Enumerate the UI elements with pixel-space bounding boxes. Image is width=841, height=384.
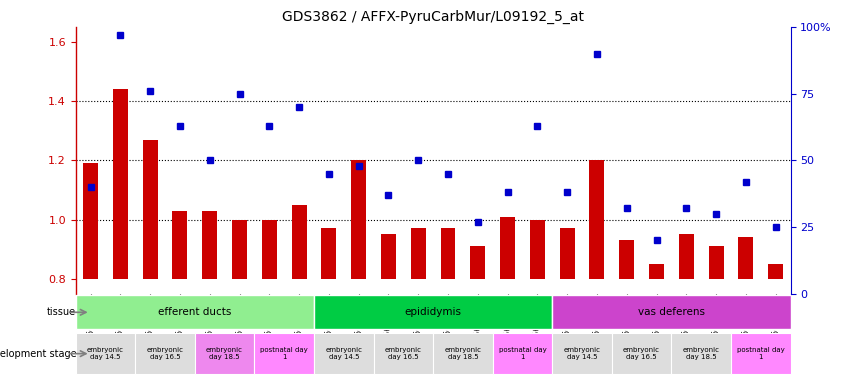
Bar [203, 211, 217, 279]
Bar [619, 240, 634, 279]
Text: vas deferens: vas deferens [637, 307, 705, 317]
Bar [530, 220, 545, 279]
Bar [649, 264, 664, 279]
Bar [113, 89, 128, 279]
Text: embryonic
day 16.5: embryonic day 16.5 [146, 347, 183, 360]
FancyBboxPatch shape [493, 333, 553, 374]
FancyBboxPatch shape [254, 333, 314, 374]
Title: GDS3862 / AFFX-PyruCarbMur/L09192_5_at: GDS3862 / AFFX-PyruCarbMur/L09192_5_at [282, 10, 584, 25]
Bar [470, 246, 485, 279]
Bar [560, 228, 574, 279]
Bar [143, 139, 157, 279]
FancyBboxPatch shape [195, 333, 254, 374]
Text: postnatal day
1: postnatal day 1 [499, 347, 547, 360]
Text: embryonic
day 18.5: embryonic day 18.5 [683, 347, 720, 360]
Text: efferent ducts: efferent ducts [158, 307, 231, 317]
Text: embryonic
day 18.5: embryonic day 18.5 [206, 347, 243, 360]
Bar [321, 228, 336, 279]
Text: embryonic
day 14.5: embryonic day 14.5 [325, 347, 362, 360]
Text: tissue: tissue [46, 307, 76, 317]
Text: epididymis: epididymis [405, 307, 462, 317]
FancyBboxPatch shape [314, 333, 373, 374]
FancyBboxPatch shape [553, 296, 791, 329]
FancyBboxPatch shape [433, 333, 493, 374]
FancyBboxPatch shape [731, 333, 791, 374]
Bar [410, 228, 426, 279]
FancyBboxPatch shape [314, 296, 553, 329]
Bar [172, 211, 188, 279]
Bar [352, 160, 366, 279]
FancyBboxPatch shape [76, 296, 314, 329]
Bar [679, 234, 694, 279]
Text: embryonic
day 14.5: embryonic day 14.5 [87, 347, 124, 360]
FancyBboxPatch shape [671, 333, 731, 374]
Bar [292, 205, 306, 279]
FancyBboxPatch shape [373, 333, 433, 374]
FancyBboxPatch shape [611, 333, 671, 374]
Bar [441, 228, 456, 279]
Bar [83, 163, 98, 279]
Bar [262, 220, 277, 279]
FancyBboxPatch shape [553, 333, 611, 374]
Bar [768, 264, 783, 279]
Text: embryonic
day 16.5: embryonic day 16.5 [623, 347, 660, 360]
Text: embryonic
day 16.5: embryonic day 16.5 [385, 347, 422, 360]
Bar [500, 217, 515, 279]
Bar [232, 220, 247, 279]
Text: postnatal day
1: postnatal day 1 [737, 347, 785, 360]
Bar [381, 234, 396, 279]
FancyBboxPatch shape [76, 333, 135, 374]
Text: embryonic
day 14.5: embryonic day 14.5 [563, 347, 600, 360]
FancyBboxPatch shape [135, 333, 195, 374]
Bar [738, 237, 754, 279]
Text: postnatal day
1: postnatal day 1 [261, 347, 308, 360]
Text: development stage: development stage [0, 349, 77, 359]
Bar [709, 246, 723, 279]
Text: embryonic
day 18.5: embryonic day 18.5 [444, 347, 481, 360]
Bar [590, 160, 605, 279]
